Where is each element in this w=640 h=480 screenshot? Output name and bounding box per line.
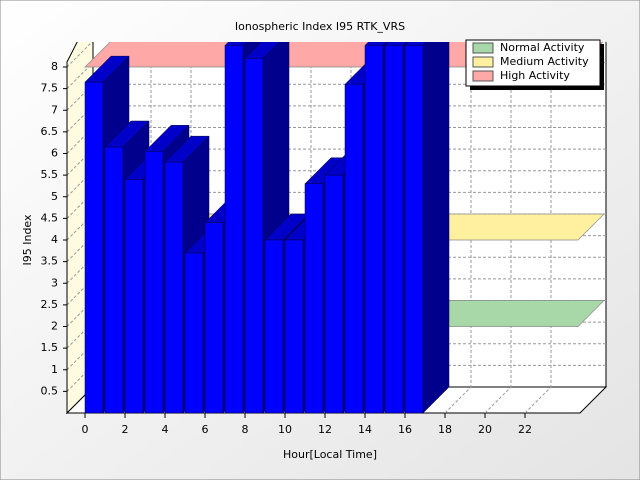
y-tick-label: 4 bbox=[51, 233, 58, 246]
legend-label: Medium Activity bbox=[500, 55, 589, 68]
bar bbox=[304, 183, 324, 414]
y-tick-label: 3.5 bbox=[41, 255, 59, 268]
bar bbox=[224, 45, 244, 414]
bar bbox=[124, 179, 144, 414]
grid-line bbox=[484, 386, 512, 414]
legend-label: High Activity bbox=[500, 69, 570, 82]
y-tick-label: 6.5 bbox=[41, 125, 59, 138]
x-tick-label: 14 bbox=[358, 423, 372, 436]
x-tick-label: 10 bbox=[278, 423, 292, 436]
bar bbox=[164, 161, 184, 414]
y-tick-label: 5.5 bbox=[41, 168, 59, 181]
bar bbox=[264, 239, 284, 414]
y-tick-label: 2.5 bbox=[41, 298, 59, 311]
grid-line bbox=[524, 386, 552, 414]
x-tick-label: 18 bbox=[438, 423, 452, 436]
x-tick-label: 22 bbox=[518, 423, 532, 436]
x-tick-label: 6 bbox=[202, 423, 209, 436]
bar bbox=[84, 81, 104, 414]
y-tick-label: 1 bbox=[51, 363, 58, 376]
grid-line bbox=[444, 386, 472, 414]
x-tick-label: 8 bbox=[242, 423, 249, 436]
y-axis-label: I95 Index bbox=[21, 214, 34, 266]
x-tick-label: 0 bbox=[82, 423, 89, 436]
plot-area bbox=[65, 42, 608, 415]
x-tick-label: 12 bbox=[318, 423, 332, 436]
y-tick-label: 8 bbox=[51, 60, 58, 73]
y-tick-label: 7.5 bbox=[41, 82, 59, 95]
legend-label: Normal Activity bbox=[500, 41, 585, 54]
bar bbox=[364, 45, 384, 414]
legend-swatch bbox=[472, 70, 494, 82]
bar bbox=[404, 45, 424, 414]
y-tick-label: 0.5 bbox=[41, 384, 59, 397]
bar bbox=[104, 146, 124, 414]
y-tick-label: 3 bbox=[51, 276, 58, 289]
x-tick-label: 2 bbox=[122, 423, 129, 436]
legend-swatch bbox=[472, 42, 494, 54]
bar bbox=[244, 58, 264, 414]
bar bbox=[284, 239, 304, 414]
bar-side bbox=[422, 42, 450, 414]
bar bbox=[344, 84, 364, 414]
y-tick-label: 2 bbox=[51, 320, 58, 333]
bar bbox=[144, 151, 164, 414]
y-tick-label: 5 bbox=[51, 190, 58, 203]
bar bbox=[204, 222, 224, 414]
y-tick-label: 4.5 bbox=[41, 211, 59, 224]
x-axis-label: Hour[Local Time] bbox=[283, 448, 377, 461]
bar bbox=[184, 252, 204, 414]
bar bbox=[384, 45, 404, 414]
bar bbox=[324, 174, 344, 414]
legend-swatch bbox=[472, 56, 494, 68]
x-tick-label: 20 bbox=[478, 423, 492, 436]
x-tick-label: 4 bbox=[162, 423, 169, 436]
y-tick-label: 1.5 bbox=[41, 341, 59, 354]
grid-line bbox=[66, 42, 93, 68]
y-tick-label: 7 bbox=[51, 103, 58, 116]
chart-title: Ionospheric Index I95 RTK_VRS bbox=[235, 20, 405, 33]
x-tick-label: 16 bbox=[398, 423, 412, 436]
y-tick-label: 6 bbox=[51, 147, 58, 160]
